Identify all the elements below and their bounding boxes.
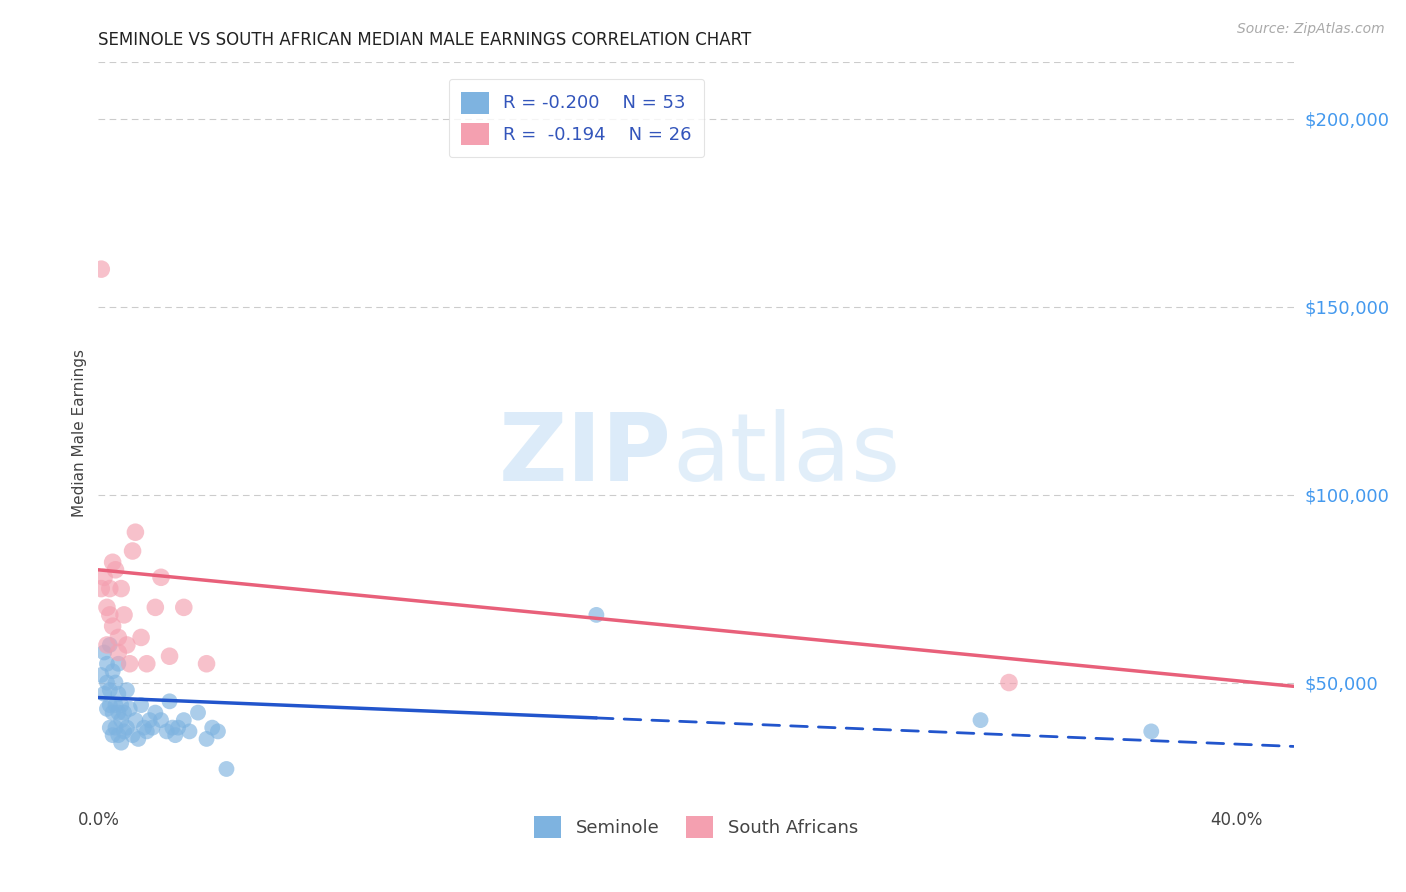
- Point: [101, 555, 124, 569]
- Point: [207, 724, 229, 739]
- Point: [215, 762, 238, 776]
- Legend: Seminole, South Africans: Seminole, South Africans: [527, 809, 865, 846]
- Point: [1140, 724, 1163, 739]
- Point: [173, 713, 195, 727]
- Point: [115, 683, 138, 698]
- Point: [104, 721, 127, 735]
- Point: [150, 713, 173, 727]
- Point: [187, 706, 209, 720]
- Point: [143, 600, 166, 615]
- Point: [96, 675, 118, 690]
- Point: [107, 687, 129, 701]
- Point: [121, 544, 143, 558]
- Point: [98, 721, 121, 735]
- Point: [98, 638, 121, 652]
- Point: [107, 728, 129, 742]
- Point: [585, 607, 607, 622]
- Point: [90, 262, 112, 277]
- Point: [96, 600, 118, 615]
- Point: [156, 724, 179, 739]
- Point: [98, 607, 121, 622]
- Point: [96, 657, 118, 671]
- Point: [93, 570, 115, 584]
- Y-axis label: Median Male Earnings: Median Male Earnings: [72, 349, 87, 516]
- Point: [104, 563, 127, 577]
- Point: [141, 721, 163, 735]
- Point: [150, 570, 173, 584]
- Point: [173, 600, 195, 615]
- Point: [98, 683, 121, 698]
- Point: [107, 657, 129, 671]
- Point: [201, 721, 224, 735]
- Point: [96, 638, 118, 652]
- Point: [110, 736, 132, 750]
- Point: [127, 731, 149, 746]
- Text: ZIP: ZIP: [499, 409, 672, 500]
- Point: [195, 657, 218, 671]
- Point: [112, 724, 135, 739]
- Point: [138, 713, 160, 727]
- Point: [195, 731, 218, 746]
- Point: [129, 698, 152, 712]
- Point: [107, 631, 129, 645]
- Point: [115, 638, 138, 652]
- Point: [159, 649, 181, 664]
- Point: [165, 728, 187, 742]
- Point: [167, 721, 190, 735]
- Point: [110, 582, 132, 596]
- Point: [93, 687, 115, 701]
- Point: [90, 582, 112, 596]
- Point: [107, 706, 129, 720]
- Point: [110, 698, 132, 712]
- Point: [129, 631, 152, 645]
- Text: atlas: atlas: [672, 409, 900, 500]
- Point: [159, 694, 181, 708]
- Point: [96, 702, 118, 716]
- Point: [162, 721, 184, 735]
- Point: [179, 724, 201, 739]
- Point: [112, 607, 135, 622]
- Point: [101, 619, 124, 633]
- Point: [124, 525, 146, 540]
- Point: [101, 706, 124, 720]
- Point: [135, 724, 157, 739]
- Point: [107, 645, 129, 659]
- Point: [93, 645, 115, 659]
- Point: [118, 702, 141, 716]
- Point: [969, 713, 991, 727]
- Text: Source: ZipAtlas.com: Source: ZipAtlas.com: [1237, 22, 1385, 37]
- Point: [115, 721, 138, 735]
- Point: [118, 657, 141, 671]
- Point: [98, 698, 121, 712]
- Point: [104, 675, 127, 690]
- Point: [112, 706, 135, 720]
- Point: [101, 665, 124, 679]
- Point: [101, 728, 124, 742]
- Point: [121, 728, 143, 742]
- Text: SEMINOLE VS SOUTH AFRICAN MEDIAN MALE EARNINGS CORRELATION CHART: SEMINOLE VS SOUTH AFRICAN MEDIAN MALE EA…: [98, 31, 752, 49]
- Point: [135, 657, 157, 671]
- Point: [90, 668, 112, 682]
- Point: [132, 721, 155, 735]
- Point: [143, 706, 166, 720]
- Point: [98, 582, 121, 596]
- Point: [124, 713, 146, 727]
- Point: [110, 713, 132, 727]
- Point: [104, 698, 127, 712]
- Point: [998, 675, 1021, 690]
